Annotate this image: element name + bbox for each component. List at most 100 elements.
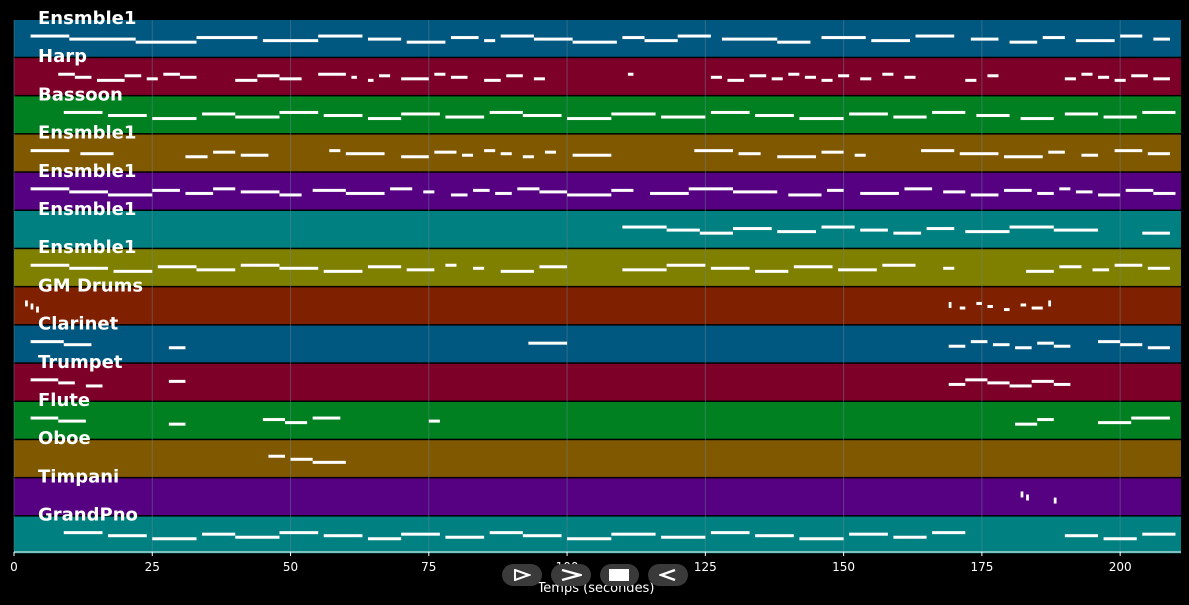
note-mark [976, 114, 1010, 117]
note-mark [965, 378, 988, 382]
note-mark [622, 36, 645, 40]
track-label: Flute [38, 390, 90, 411]
track-lane [14, 134, 1181, 172]
note-mark [63, 343, 92, 347]
note-mark [401, 155, 429, 159]
note-mark [710, 75, 722, 79]
note-mark [1037, 341, 1054, 345]
note-mark [1142, 110, 1176, 114]
note-mark [622, 225, 667, 229]
track-lane [14, 516, 1181, 554]
note-mark [312, 460, 346, 464]
note-mark [406, 268, 435, 272]
note-mark [948, 301, 952, 308]
note-mark [1103, 537, 1137, 541]
note-mark [821, 78, 833, 82]
forward-button[interactable] [550, 564, 591, 586]
note-mark [108, 114, 147, 117]
note-mark [367, 37, 402, 41]
note-mark [351, 75, 357, 79]
note-mark [1042, 36, 1065, 40]
note-mark [69, 190, 109, 194]
note-mark [904, 187, 933, 191]
note-mark [1114, 78, 1126, 82]
note-mark [152, 188, 180, 192]
note-mark [860, 191, 899, 195]
note-mark [213, 187, 236, 191]
note-mark [1153, 191, 1176, 195]
note-mark [893, 115, 927, 119]
note-mark [484, 149, 496, 153]
note-mark [1142, 231, 1170, 235]
note-mark [804, 75, 816, 79]
note-mark [63, 110, 103, 114]
note-mark [146, 77, 158, 81]
note-mark [262, 418, 286, 422]
note-mark [882, 72, 894, 76]
note-mark [240, 190, 280, 194]
note-mark [1081, 72, 1093, 76]
note-mark [367, 265, 402, 269]
note-mark [860, 228, 888, 232]
note-mark [1114, 149, 1143, 153]
note-mark [1092, 268, 1110, 272]
note-mark [699, 231, 734, 235]
note-mark [721, 37, 778, 41]
track-label: Ensmble1 [38, 161, 136, 182]
note-mark [965, 78, 977, 82]
note-mark [860, 77, 872, 81]
note-mark [63, 531, 103, 535]
track-label: Timpani [38, 466, 119, 487]
note-mark [1131, 74, 1148, 78]
note-mark [268, 454, 286, 458]
note-mark [401, 77, 429, 81]
note-mark [1098, 340, 1121, 344]
note-mark [522, 155, 534, 159]
note-mark [970, 340, 988, 344]
note-mark [345, 191, 385, 195]
note-mark [1114, 263, 1143, 267]
note-mark [1037, 191, 1054, 195]
note-mark [124, 74, 142, 78]
note-mark [622, 268, 667, 272]
play-button[interactable] [502, 564, 542, 586]
note-mark [25, 300, 28, 307]
note-mark [168, 379, 186, 383]
note-mark [445, 263, 457, 267]
note-mark [423, 190, 435, 194]
note-mark [777, 230, 816, 234]
x-tick-label: 125 [694, 560, 717, 574]
track-label: Ensmble1 [38, 8, 136, 29]
note-mark [567, 537, 612, 541]
note-layer [25, 34, 1176, 541]
track-labels: Ensmble1 Harp Bassoon Ensmble1 Ensmble1 Ensmb… [38, 8, 143, 526]
note-mark [1075, 190, 1093, 194]
note-mark [755, 269, 789, 273]
note-mark [727, 78, 745, 82]
note-mark [58, 72, 75, 76]
stop-button[interactable] [599, 564, 640, 586]
note-mark [152, 537, 197, 541]
track-label: GrandPno [38, 505, 138, 526]
chevron-right-icon [561, 569, 582, 581]
x-tick-label: 200 [1109, 560, 1132, 574]
note-mark [279, 110, 319, 114]
rewind-button[interactable] [648, 564, 688, 586]
note-mark [434, 150, 457, 154]
note-mark [445, 115, 485, 119]
note-mark [489, 531, 523, 535]
note-mark [257, 74, 280, 78]
note-mark [1064, 77, 1076, 81]
note-mark [694, 149, 734, 153]
track-label: Bassoon [38, 84, 123, 105]
note-mark [943, 266, 955, 270]
note-mark [69, 266, 109, 270]
note-mark [854, 153, 866, 157]
note-mark [484, 78, 501, 82]
note-mark [992, 343, 1010, 347]
note-mark [710, 266, 750, 270]
note-mark [434, 72, 446, 76]
note-mark [80, 152, 114, 156]
note-mark [976, 301, 982, 305]
note-mark [1009, 225, 1054, 229]
